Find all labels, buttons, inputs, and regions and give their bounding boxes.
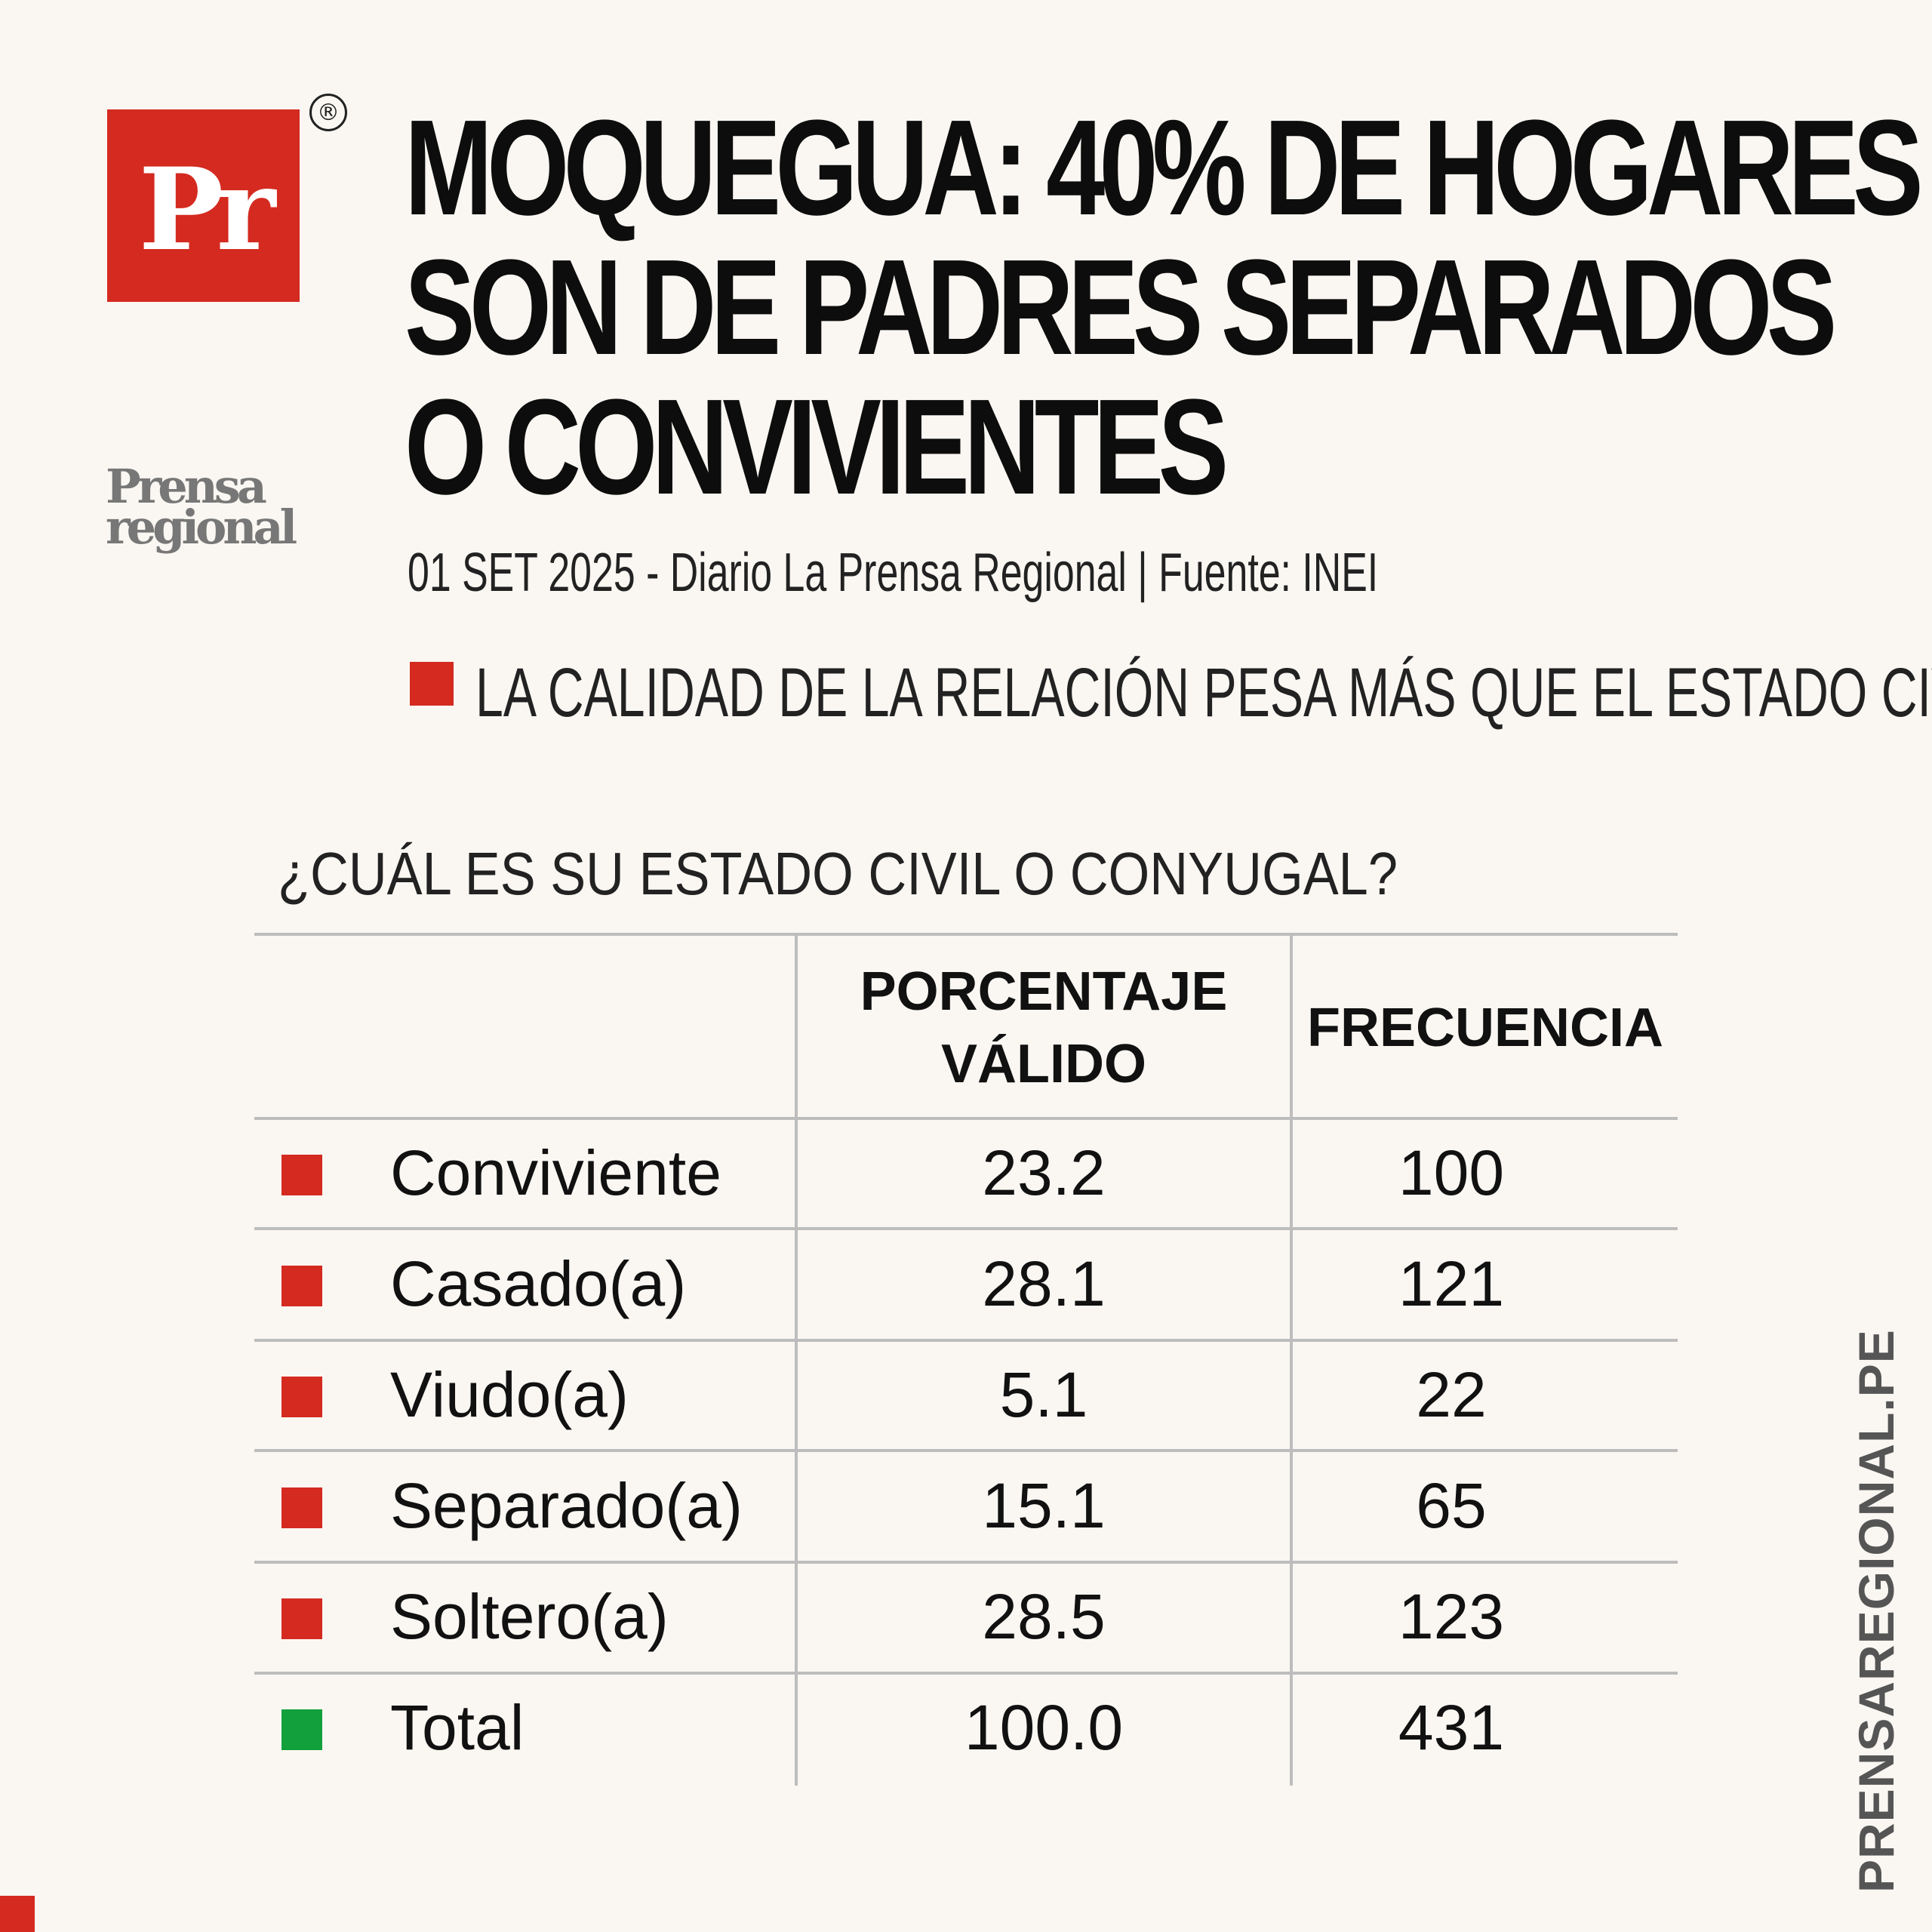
row-frequency: 22 — [1416, 1359, 1487, 1430]
row-label: Separado(a) — [390, 1470, 743, 1541]
corner-mark — [0, 1896, 35, 1932]
civil-status-table: PORCENTAJE VÁLIDO FRECUENCIA Conviviente… — [254, 933, 1678, 1786]
table-row-total: Total 100.0 431 — [254, 1672, 1678, 1783]
row-label: Soltero(a) — [390, 1581, 669, 1652]
table-rule — [254, 1449, 1678, 1452]
table-rule — [254, 933, 1678, 936]
row-label: Total — [390, 1692, 525, 1763]
row-percentage: 28.1 — [982, 1248, 1106, 1319]
header-percentage-line-2: VÁLIDO — [940, 1034, 1146, 1094]
header-frequency: FRECUENCIA — [1306, 998, 1663, 1058]
table-row: Conviviente 23.2 100 — [254, 1117, 1678, 1229]
row-frequency: 65 — [1416, 1470, 1487, 1541]
table-row: Soltero(a) 28.5 123 — [254, 1561, 1678, 1672]
row-frequency: 121 — [1398, 1248, 1505, 1319]
row-marker-icon — [281, 1377, 322, 1417]
table-row: Viudo(a) 5.1 22 — [254, 1339, 1678, 1451]
table-column-rule — [1290, 933, 1293, 1786]
row-label: Conviviente — [390, 1137, 721, 1208]
table-rule — [254, 1117, 1678, 1120]
registered-mark: ® — [309, 94, 347, 131]
kicker-square-icon — [410, 662, 454, 706]
row-percentage: 28.5 — [982, 1581, 1106, 1652]
brand-logo: Pr — [107, 109, 300, 302]
header-percentage-line-1: PORCENTAJE — [860, 961, 1228, 1022]
table-row: Casado(a) 28.1 121 — [254, 1228, 1678, 1340]
row-frequency: 100 — [1398, 1137, 1505, 1208]
row-marker-icon — [281, 1487, 322, 1528]
table-question: ¿CUÁL ES SU ESTADO CIVIL O CONYUGAL? — [278, 840, 1398, 907]
headline-line-1: MOQUEGUA: 40% DE HOGARES — [405, 92, 1924, 244]
brand-logo-text: Pr — [138, 143, 276, 276]
row-percentage: 23.2 — [982, 1137, 1106, 1208]
header-percentage: PORCENTAJE VÁLIDO — [798, 945, 1290, 1111]
row-label: Casado(a) — [390, 1248, 687, 1319]
row-marker-icon — [281, 1155, 322, 1195]
wordmark-line-2: regional — [106, 500, 297, 555]
wordmark-line-1: Prensa — [106, 459, 267, 514]
table-rule — [254, 1672, 1678, 1675]
headline-line-2: SON DE PADRES SEPARADOS — [405, 232, 1837, 383]
table-rule — [254, 1339, 1678, 1342]
row-percentage: 100.0 — [964, 1692, 1124, 1763]
table-rule — [254, 1561, 1678, 1564]
row-label: Viudo(a) — [390, 1359, 629, 1430]
table-column-rule — [795, 933, 798, 1786]
row-percentage: 15.1 — [982, 1470, 1106, 1541]
row-marker-icon — [281, 1709, 322, 1750]
dateline: 01 SET 2025 - Diario La Prensa Regional … — [408, 543, 1379, 603]
table-row: Separado(a) 15.1 65 — [254, 1450, 1678, 1561]
headline: MOQUEGUA: 40% DE HOGARES SON DE PADRES S… — [405, 92, 1924, 523]
side-url: PRENSAREGIONAL.PE — [1848, 1329, 1904, 1893]
brand-wordmark: Prensa regional — [106, 459, 302, 555]
row-frequency: 123 — [1398, 1581, 1505, 1652]
kicker: LA CALIDAD DE LA RELACIÓN PESA MÁS QUE E… — [475, 654, 1932, 731]
row-marker-icon — [281, 1266, 322, 1306]
row-frequency: 431 — [1398, 1692, 1505, 1763]
headline-line-3: O CONVIVIENTES — [405, 371, 1229, 523]
row-marker-icon — [281, 1598, 322, 1639]
table-rule — [254, 1227, 1678, 1230]
row-percentage: 5.1 — [999, 1359, 1088, 1430]
